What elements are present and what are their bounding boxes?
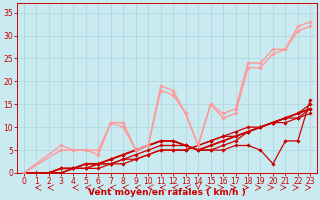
X-axis label: Vent moyen/en rafales ( km/h ): Vent moyen/en rafales ( km/h ) (88, 188, 246, 197)
